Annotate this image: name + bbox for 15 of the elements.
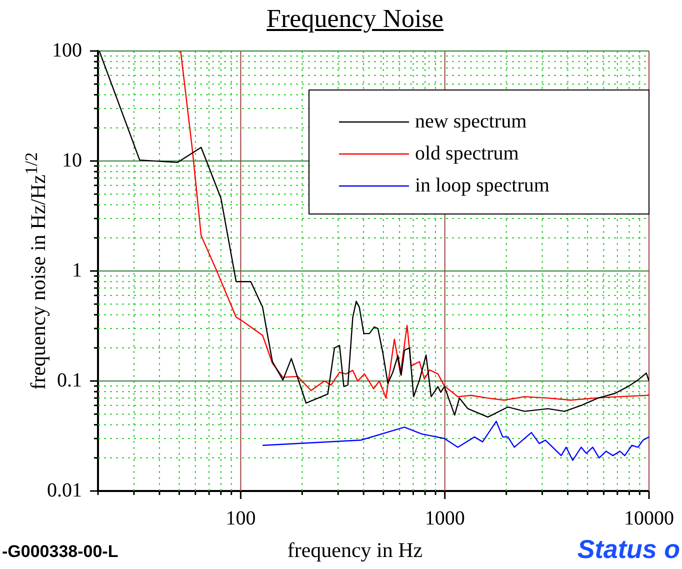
x-tick-label: 1000 [424, 507, 465, 530]
x-tick-label: 100 [226, 507, 256, 530]
chart-title: Frequency Noise [266, 4, 444, 34]
y-tick-label: 1 [72, 259, 82, 282]
legend-label: new spectrum [415, 110, 528, 132]
text: -G000338-00-L [2, 542, 118, 562]
legend-label: in loop spectrum [415, 174, 550, 196]
legend-label: old spectrum [415, 142, 520, 164]
y-tick-label: 0.1 [57, 369, 82, 392]
text: Status o [577, 534, 680, 565]
y-tick-label: 0.01 [47, 479, 82, 502]
y-tick-label: 100 [52, 39, 82, 62]
y-tick-label: 10 [62, 149, 82, 172]
x-axis-title: frequency in Hz [287, 538, 423, 563]
x-tick-label: 10000 [624, 507, 674, 530]
